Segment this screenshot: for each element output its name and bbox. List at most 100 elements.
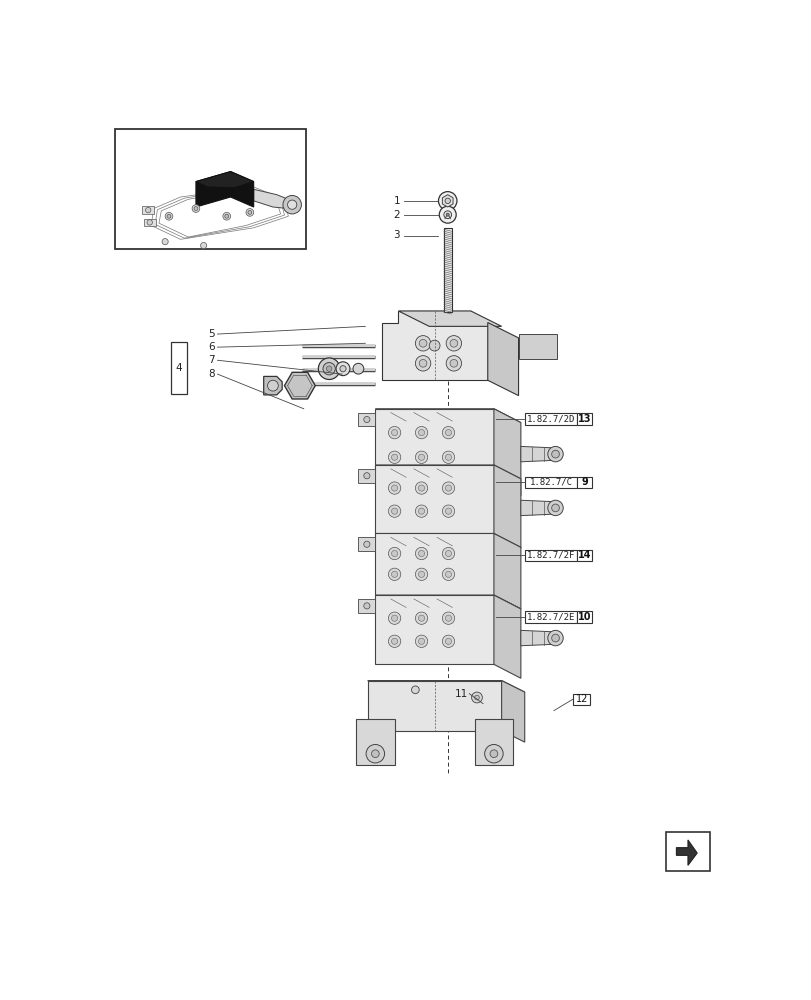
Polygon shape xyxy=(358,537,375,551)
Polygon shape xyxy=(398,311,501,326)
Text: 4: 4 xyxy=(175,363,182,373)
Circle shape xyxy=(551,504,559,512)
Circle shape xyxy=(438,192,457,210)
Polygon shape xyxy=(180,228,253,249)
Bar xyxy=(577,611,592,623)
Circle shape xyxy=(445,550,451,557)
Bar xyxy=(573,694,590,705)
Bar xyxy=(577,550,592,561)
Circle shape xyxy=(445,508,451,514)
Bar xyxy=(665,832,710,871)
Circle shape xyxy=(442,451,454,463)
Polygon shape xyxy=(518,334,556,359)
Polygon shape xyxy=(493,533,520,609)
Polygon shape xyxy=(493,465,520,548)
Bar xyxy=(524,611,577,623)
Text: 10: 10 xyxy=(577,612,590,622)
Circle shape xyxy=(490,750,497,758)
Circle shape xyxy=(363,473,370,479)
Circle shape xyxy=(445,430,451,436)
Circle shape xyxy=(551,450,559,458)
Polygon shape xyxy=(493,595,520,678)
Circle shape xyxy=(282,195,301,214)
Polygon shape xyxy=(375,465,520,479)
Circle shape xyxy=(388,568,401,580)
Polygon shape xyxy=(474,719,513,765)
Bar xyxy=(524,550,577,561)
Circle shape xyxy=(225,214,229,218)
Polygon shape xyxy=(195,172,253,188)
Bar xyxy=(171,342,187,394)
Circle shape xyxy=(445,336,461,351)
Circle shape xyxy=(442,482,454,494)
Circle shape xyxy=(247,210,251,214)
Bar xyxy=(524,477,577,488)
Circle shape xyxy=(353,363,363,374)
Circle shape xyxy=(551,634,559,642)
Circle shape xyxy=(388,482,401,494)
Circle shape xyxy=(547,500,563,516)
Text: 12: 12 xyxy=(575,694,587,704)
Circle shape xyxy=(323,363,335,375)
Text: 3: 3 xyxy=(393,231,400,240)
Circle shape xyxy=(167,214,170,218)
Circle shape xyxy=(391,615,397,621)
Circle shape xyxy=(145,207,151,213)
Polygon shape xyxy=(520,500,555,516)
Polygon shape xyxy=(284,372,315,399)
Circle shape xyxy=(391,430,397,436)
Polygon shape xyxy=(375,595,493,664)
Circle shape xyxy=(415,505,427,517)
Polygon shape xyxy=(151,187,292,239)
Text: 1.82.7/2F: 1.82.7/2F xyxy=(526,551,574,560)
Circle shape xyxy=(547,630,563,646)
Circle shape xyxy=(318,358,340,379)
Circle shape xyxy=(287,200,297,209)
Text: 13: 13 xyxy=(577,414,590,424)
Circle shape xyxy=(442,547,454,560)
Bar xyxy=(115,129,306,249)
Circle shape xyxy=(415,336,431,351)
Polygon shape xyxy=(442,195,453,207)
Text: 1.82.7/C: 1.82.7/C xyxy=(529,477,572,486)
Polygon shape xyxy=(487,323,518,396)
Circle shape xyxy=(415,451,427,463)
Text: 14: 14 xyxy=(577,550,590,560)
Circle shape xyxy=(418,359,427,367)
Polygon shape xyxy=(520,630,555,646)
Circle shape xyxy=(418,454,424,460)
Circle shape xyxy=(429,340,440,351)
Circle shape xyxy=(194,207,198,210)
Circle shape xyxy=(418,508,424,514)
Polygon shape xyxy=(367,681,501,731)
Circle shape xyxy=(363,416,370,423)
Circle shape xyxy=(444,211,451,219)
Circle shape xyxy=(415,426,427,439)
Circle shape xyxy=(147,220,152,225)
Circle shape xyxy=(418,615,424,621)
Circle shape xyxy=(415,568,427,580)
Polygon shape xyxy=(358,413,375,426)
Polygon shape xyxy=(375,533,520,547)
Circle shape xyxy=(388,547,401,560)
Polygon shape xyxy=(358,599,375,613)
Circle shape xyxy=(415,635,427,647)
Circle shape xyxy=(192,205,200,212)
Polygon shape xyxy=(375,409,493,482)
Circle shape xyxy=(326,366,332,371)
Polygon shape xyxy=(520,446,555,462)
Circle shape xyxy=(442,505,454,517)
Circle shape xyxy=(391,638,397,644)
Circle shape xyxy=(418,485,424,491)
Circle shape xyxy=(363,541,370,547)
Circle shape xyxy=(162,239,168,245)
Text: 8: 8 xyxy=(208,369,215,379)
Circle shape xyxy=(442,635,454,647)
Circle shape xyxy=(415,356,431,371)
Circle shape xyxy=(418,550,424,557)
Polygon shape xyxy=(144,182,303,247)
Circle shape xyxy=(388,612,401,624)
Circle shape xyxy=(371,750,379,758)
Circle shape xyxy=(366,744,384,763)
Circle shape xyxy=(471,692,482,703)
